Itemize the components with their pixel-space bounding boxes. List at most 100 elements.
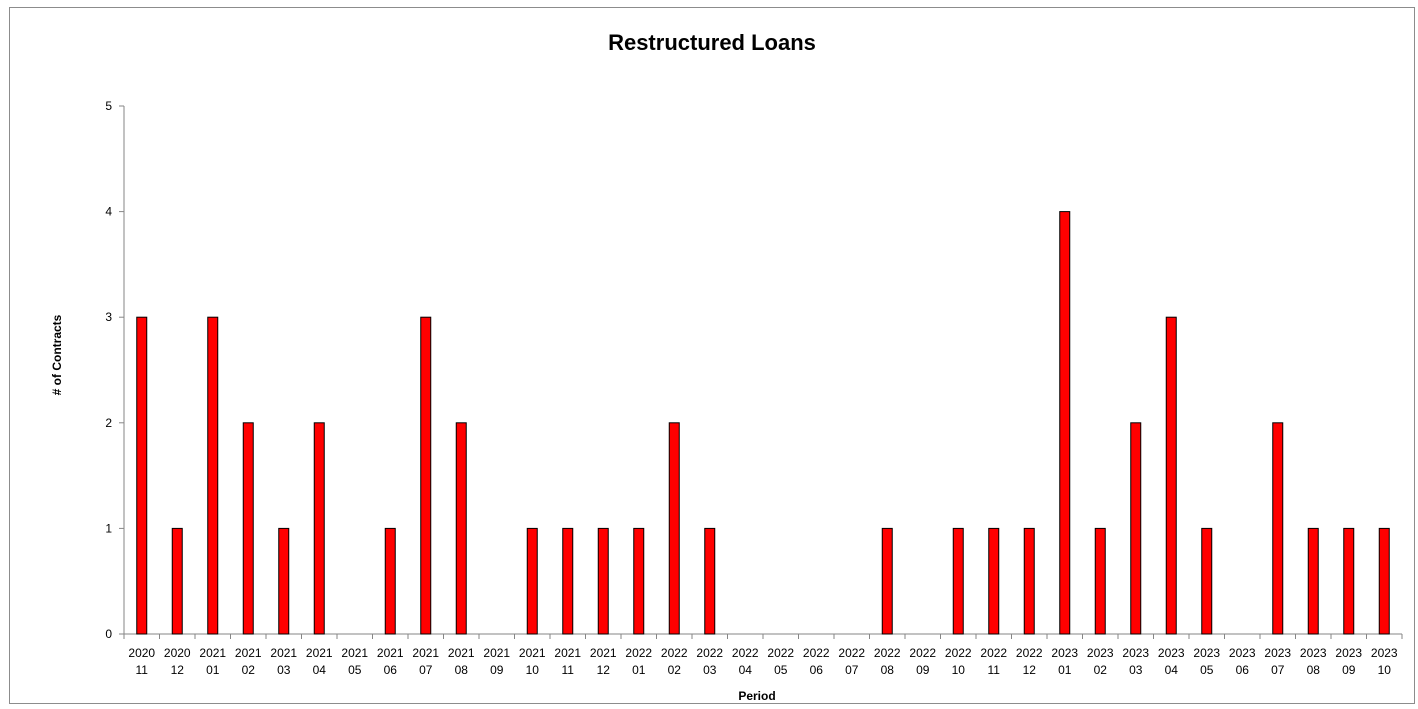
bar (598, 528, 608, 634)
x-tick-label-year: 2021 (235, 646, 262, 660)
x-tick-label-year: 2023 (1264, 646, 1291, 660)
bar (953, 528, 963, 634)
x-tick-label-month: 01 (206, 663, 220, 677)
bar (1024, 528, 1034, 634)
x-tick-label-month: 04 (313, 663, 327, 677)
bar (1379, 528, 1389, 634)
bar (1095, 528, 1105, 634)
x-tick-label-year: 2022 (732, 646, 759, 660)
x-tick-label-year: 2021 (483, 646, 510, 660)
bar (669, 423, 679, 634)
bar (314, 423, 324, 634)
x-tick-label-year: 2022 (767, 646, 794, 660)
x-tick-label-year: 2022 (625, 646, 652, 660)
x-tick-label-month: 07 (845, 663, 859, 677)
x-tick-label-year: 2021 (377, 646, 404, 660)
bar (1344, 528, 1354, 634)
x-tick-label-year: 2023 (1300, 646, 1327, 660)
x-tick-label-month: 12 (171, 663, 185, 677)
x-tick-label-month: 10 (952, 663, 966, 677)
x-tick-label-year: 2021 (412, 646, 439, 660)
x-tick-label-year: 2021 (590, 646, 617, 660)
x-tick-label-year: 2021 (554, 646, 581, 660)
x-tick-label-year: 2021 (306, 646, 333, 660)
bar (456, 423, 466, 634)
x-tick-label-year: 2022 (874, 646, 901, 660)
x-tick-label-month: 12 (1023, 663, 1037, 677)
x-tick-label-month: 10 (526, 663, 540, 677)
x-tick-label-month: 10 (1378, 663, 1392, 677)
bar (705, 528, 715, 634)
bar (882, 528, 892, 634)
bar (527, 528, 537, 634)
bar (1308, 528, 1318, 634)
x-tick-label-month: 08 (455, 663, 469, 677)
x-tick-label-year: 2023 (1335, 646, 1362, 660)
x-tick-label-year: 2023 (1371, 646, 1398, 660)
x-tick-label-month: 11 (988, 663, 1001, 677)
bar (1166, 317, 1176, 634)
x-tick-label-month: 11 (136, 663, 149, 677)
y-tick-label: 1 (105, 521, 112, 535)
x-tick-label-month: 05 (774, 663, 788, 677)
bar (208, 317, 218, 634)
x-tick-label-month: 01 (632, 663, 646, 677)
x-tick-label-year: 2021 (448, 646, 475, 660)
x-tick-label-year: 2022 (1016, 646, 1043, 660)
x-tick-label-month: 07 (419, 663, 433, 677)
bar (989, 528, 999, 634)
x-tick-label-month: 11 (562, 663, 575, 677)
x-tick-label-month: 03 (703, 663, 717, 677)
y-tick-label: 4 (105, 205, 112, 219)
x-tick-label-year: 2021 (199, 646, 226, 660)
x-tick-label-month: 02 (1094, 663, 1108, 677)
x-tick-label-month: 02 (668, 663, 682, 677)
x-tick-label-month: 09 (490, 663, 504, 677)
x-tick-label-month: 03 (277, 663, 291, 677)
x-axis: 2020 11 2020 12 2021 01 2021 02 2021 03 2021 04 2021… (124, 634, 1402, 677)
bar (137, 317, 147, 634)
bar (279, 528, 289, 634)
x-tick-label-year: 2023 (1229, 646, 1256, 660)
x-tick-label-month: 09 (916, 663, 930, 677)
bar (634, 528, 644, 634)
x-tick-label-year: 2022 (945, 646, 972, 660)
x-tick-label-year: 2022 (803, 646, 830, 660)
x-tick-label-month: 06 (384, 663, 398, 677)
bar (563, 528, 573, 634)
x-tick-label-year: 2023 (1122, 646, 1149, 660)
x-tick-label-month: 02 (242, 663, 256, 677)
bar (172, 528, 182, 634)
x-tick-label-year: 2023 (1087, 646, 1114, 660)
x-tick-label-year: 2022 (661, 646, 688, 660)
x-tick-label-month: 05 (1200, 663, 1214, 677)
bar (421, 317, 431, 634)
x-tick-label-month: 06 (810, 663, 824, 677)
x-tick-label-year: 2022 (980, 646, 1007, 660)
x-tick-label-year: 2021 (519, 646, 546, 660)
bar (1131, 423, 1141, 634)
x-tick-label-year: 2023 (1158, 646, 1185, 660)
y-tick-label: 5 (105, 99, 112, 113)
bar (1273, 423, 1283, 634)
y-axis-title: # of Contracts (50, 314, 64, 395)
x-tick-label-year: 2020 (128, 646, 155, 660)
x-tick-label-month: 03 (1129, 663, 1143, 677)
y-axis: 012345 (105, 99, 124, 641)
x-tick-label-month: 06 (1236, 663, 1250, 677)
bar (243, 423, 253, 634)
x-tick-label-year: 2021 (341, 646, 368, 660)
y-tick-label: 3 (105, 310, 112, 324)
x-tick-label-month: 05 (348, 663, 362, 677)
x-tick-label-month: 04 (739, 663, 753, 677)
x-tick-label-month: 01 (1058, 663, 1072, 677)
bar (1060, 212, 1070, 634)
x-tick-label-month: 08 (881, 663, 895, 677)
bars (137, 212, 1390, 634)
x-tick-label-year: 2022 (696, 646, 723, 660)
x-tick-label-year: 2022 (909, 646, 936, 660)
x-tick-label-year: 2020 (164, 646, 191, 660)
x-tick-label-year: 2021 (270, 646, 297, 660)
